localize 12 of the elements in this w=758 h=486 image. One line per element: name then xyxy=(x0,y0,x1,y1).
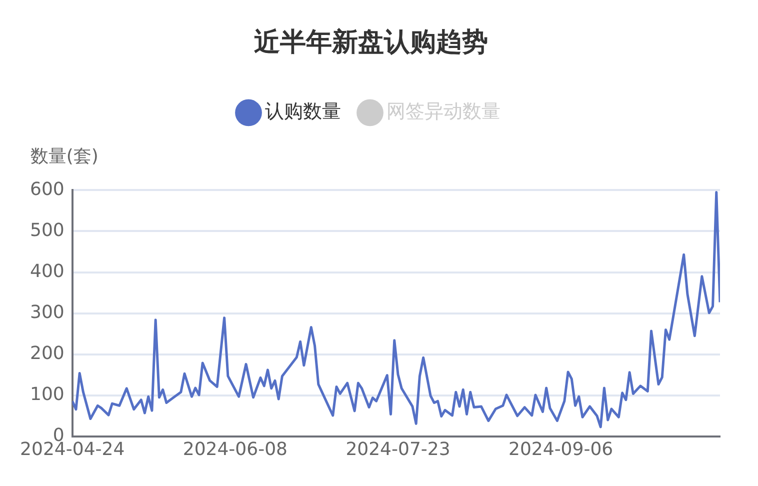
x-tick-label: 2024-09-06 xyxy=(508,438,614,460)
y-axis-title: 数量(套) xyxy=(30,146,98,167)
y-tick-label: 400 xyxy=(30,260,64,282)
y-tick-label: 200 xyxy=(30,343,64,364)
y-tick-label: 600 xyxy=(30,178,64,200)
chart-title: 近半年新盘认购趋势 xyxy=(254,27,488,58)
y-tick-label: 300 xyxy=(30,302,64,323)
y-tick-label: 500 xyxy=(30,220,64,241)
legend-label: 认购数量 xyxy=(265,100,341,123)
y-tick-label: 100 xyxy=(30,384,64,406)
x-tick-label: 2024-07-23 xyxy=(346,438,450,460)
x-tick-label: 2024-06-08 xyxy=(182,438,288,460)
